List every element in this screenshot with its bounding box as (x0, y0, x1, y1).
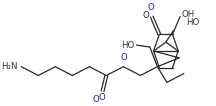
Text: H₂N: H₂N (1, 62, 17, 71)
Text: O: O (147, 3, 154, 12)
Text: HO: HO (186, 18, 199, 27)
Text: O: O (142, 11, 149, 20)
Text: O: O (121, 53, 128, 62)
Text: O: O (93, 95, 100, 104)
Text: OH: OH (182, 10, 195, 19)
Text: HO: HO (121, 41, 135, 50)
Text: O: O (98, 93, 105, 102)
